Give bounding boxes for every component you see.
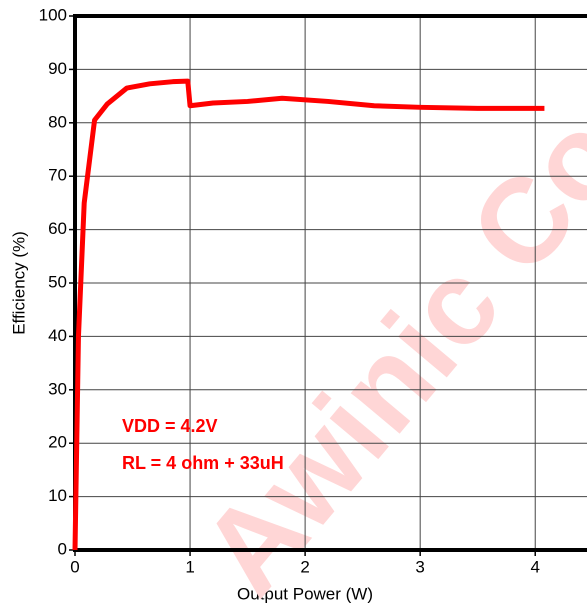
y-tick-label: 0 <box>58 539 67 558</box>
watermark: Awinic Co <box>176 90 587 610</box>
x-tick-label: 4 <box>530 557 539 576</box>
x-axis-label: Output Power (W) <box>237 584 373 603</box>
y-tick-label: 30 <box>48 379 67 398</box>
x-tick-label: 3 <box>415 557 424 576</box>
annotation: VDD = 4.2V <box>122 416 218 436</box>
y-tick-label: 90 <box>48 59 67 78</box>
y-tick-label: 40 <box>48 326 67 345</box>
x-tick-label: 2 <box>300 557 309 576</box>
y-axis-label: Efficiency (%) <box>9 231 28 335</box>
annotation: RL = 4 ohm + 33uH <box>122 453 284 473</box>
x-tick-label: 1 <box>185 557 194 576</box>
y-tick-label: 70 <box>48 166 67 185</box>
y-tick-label: 20 <box>48 433 67 452</box>
y-tick-label: 50 <box>48 272 67 291</box>
y-tick-label: 80 <box>48 112 67 131</box>
y-tick-label: 60 <box>48 219 67 238</box>
x-tick-label: 0 <box>70 557 79 576</box>
y-tick-label: 10 <box>48 486 67 505</box>
line-series <box>72 78 545 551</box>
axis-frame <box>73 14 587 552</box>
y-tick-label: 100 <box>39 5 67 24</box>
